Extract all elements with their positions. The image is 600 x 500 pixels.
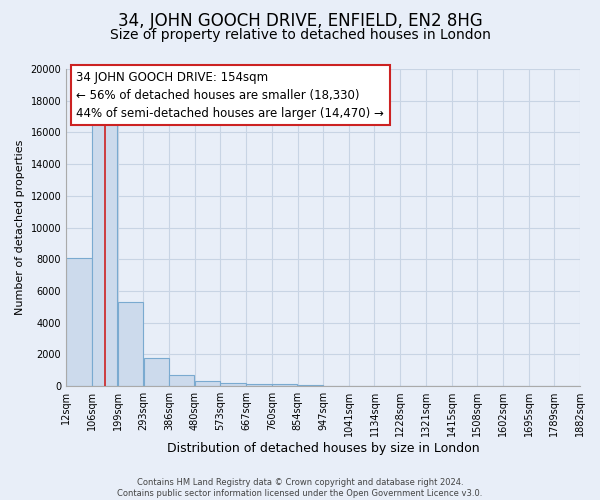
Bar — [92, 123, 118, 386]
Bar — [246, 384, 272, 386]
Bar — [67, 258, 92, 386]
Text: 34 JOHN GOOCH DRIVE: 154sqm
← 56% of detached houses are smaller (18,330)
44% of: 34 JOHN GOOCH DRIVE: 154sqm ← 56% of det… — [76, 70, 385, 120]
Text: 34, JOHN GOOCH DRIVE, ENFIELD, EN2 8HG: 34, JOHN GOOCH DRIVE, ENFIELD, EN2 8HG — [118, 12, 482, 30]
Bar — [143, 358, 169, 386]
Bar — [118, 302, 143, 386]
Bar — [272, 384, 297, 386]
Y-axis label: Number of detached properties: Number of detached properties — [15, 140, 25, 315]
Text: Size of property relative to detached houses in London: Size of property relative to detached ho… — [110, 28, 490, 42]
X-axis label: Distribution of detached houses by size in London: Distribution of detached houses by size … — [167, 442, 479, 455]
Bar — [169, 375, 194, 386]
Bar — [220, 383, 246, 386]
Bar — [195, 382, 220, 386]
Text: Contains HM Land Registry data © Crown copyright and database right 2024.
Contai: Contains HM Land Registry data © Crown c… — [118, 478, 482, 498]
